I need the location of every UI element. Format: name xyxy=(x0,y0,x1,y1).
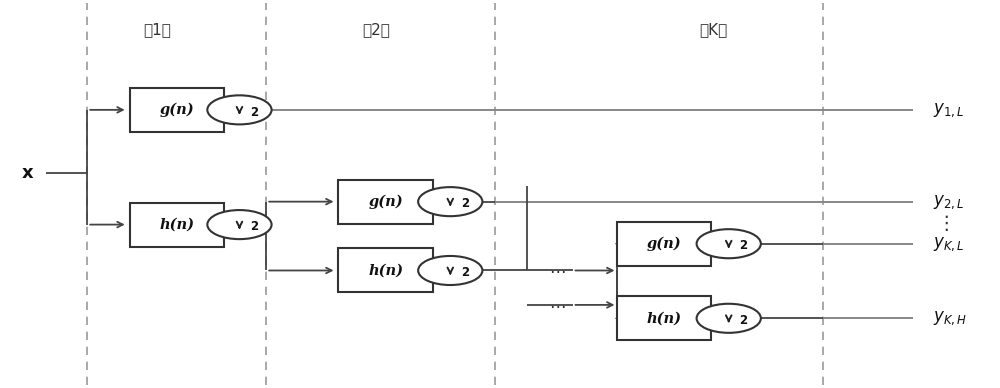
Text: 第2层: 第2层 xyxy=(362,22,390,37)
FancyBboxPatch shape xyxy=(130,88,224,132)
Text: 2: 2 xyxy=(250,106,258,119)
FancyBboxPatch shape xyxy=(338,248,433,293)
Ellipse shape xyxy=(418,187,482,216)
Text: $\mathbf{x}$: $\mathbf{x}$ xyxy=(21,164,34,182)
Ellipse shape xyxy=(207,95,272,125)
FancyBboxPatch shape xyxy=(130,203,224,247)
Ellipse shape xyxy=(418,256,482,285)
Text: h(n): h(n) xyxy=(647,311,682,325)
Text: $y_{K,H}$: $y_{K,H}$ xyxy=(933,309,967,327)
Text: $y_{K,L}$: $y_{K,L}$ xyxy=(933,235,964,253)
Text: 2: 2 xyxy=(250,220,258,233)
Text: g(n): g(n) xyxy=(368,194,403,209)
Text: 2: 2 xyxy=(739,314,747,327)
FancyBboxPatch shape xyxy=(338,180,433,223)
Text: 2: 2 xyxy=(739,239,747,253)
Ellipse shape xyxy=(207,210,272,239)
FancyBboxPatch shape xyxy=(617,222,711,266)
Text: 第1层: 第1层 xyxy=(143,22,171,37)
Text: 2: 2 xyxy=(461,197,469,210)
Text: 2: 2 xyxy=(461,266,469,279)
Ellipse shape xyxy=(697,304,761,333)
Text: h(n): h(n) xyxy=(368,263,403,277)
Text: $y_{2,L}$: $y_{2,L}$ xyxy=(933,193,964,211)
Text: g(n): g(n) xyxy=(159,103,194,117)
Text: $y_{1,L}$: $y_{1,L}$ xyxy=(933,101,964,119)
Text: $\vdots$: $\vdots$ xyxy=(936,213,949,233)
Text: $\cdots$: $\cdots$ xyxy=(549,262,566,279)
FancyBboxPatch shape xyxy=(617,296,711,340)
Ellipse shape xyxy=(697,229,761,258)
Text: $\cdots$: $\cdots$ xyxy=(549,296,566,314)
Text: h(n): h(n) xyxy=(159,218,194,232)
Text: 第K层: 第K层 xyxy=(700,22,728,37)
Text: g(n): g(n) xyxy=(647,237,681,251)
